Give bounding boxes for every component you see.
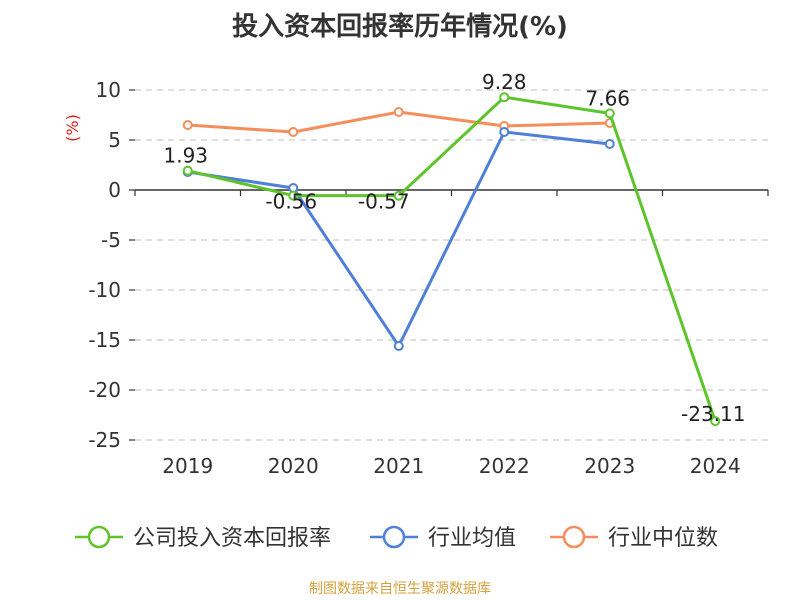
series-lines: [182, 92, 721, 427]
y-axis-label: (%): [63, 114, 82, 142]
legend-marker: [87, 525, 111, 549]
y-tick-label: -5: [101, 228, 121, 252]
y-tick-label: 0: [108, 178, 121, 202]
data-point: [604, 139, 615, 149]
legend-label: 行业中位数: [608, 526, 718, 551]
x-tick-label: 2023: [584, 454, 635, 478]
data-point: [182, 120, 193, 130]
y-tick-label: 5: [108, 128, 121, 152]
series-line: [187, 130, 610, 348]
data-label: -0.57: [358, 190, 410, 214]
data-point: [499, 127, 510, 137]
data-point: [393, 190, 404, 201]
legend-label: 公司投入资本回报率: [133, 526, 331, 551]
data-point: [393, 341, 404, 351]
x-tick-label: 2024: [690, 454, 741, 478]
data-label: 7.66: [585, 86, 630, 110]
data-point: [182, 165, 193, 176]
x-tick-label: 2019: [162, 454, 213, 478]
data-label: 1.93: [163, 144, 208, 168]
data-point: [393, 107, 404, 117]
data-labels: 1.93 -0.56 -0.57 9.28 7.66 -23.11: [163, 70, 745, 426]
legend-label: 行业均值: [428, 526, 516, 551]
data-point: [710, 416, 721, 427]
y-tick-label: -25: [88, 428, 121, 452]
x-tick-label: 2021: [373, 454, 424, 478]
grid-lines: [135, 89, 768, 441]
legend: 公司投入资本回报率 行业均值 行业中位数: [75, 525, 718, 551]
x-tick-label: 2022: [479, 454, 530, 478]
legend-marker: [562, 525, 586, 549]
data-point: [604, 108, 615, 119]
y-tick-label: -20: [88, 378, 121, 402]
x-tick-label: 2020: [268, 454, 319, 478]
data-point: [499, 92, 510, 103]
data-label: -23.11: [681, 402, 745, 426]
legend-marker: [382, 525, 406, 549]
data-label: 9.28: [482, 70, 527, 94]
y-tick-label: 10: [96, 78, 121, 102]
data-point: [288, 190, 299, 201]
axes: 10 5 0 -5 -10 -15 -20 -25 (%) 2019 2020 2021 2022 202…: [63, 78, 769, 478]
data-point: [288, 127, 299, 137]
y-tick-label: -10: [88, 278, 121, 302]
source-note: 制图数据来自恒生聚源数据库: [309, 581, 491, 597]
y-tick-label: -15: [88, 328, 121, 352]
chart-title: 投入资本回报率历年情况(%): [232, 12, 568, 42]
series-line: [187, 95, 717, 422]
data-label: -0.56: [265, 190, 317, 214]
